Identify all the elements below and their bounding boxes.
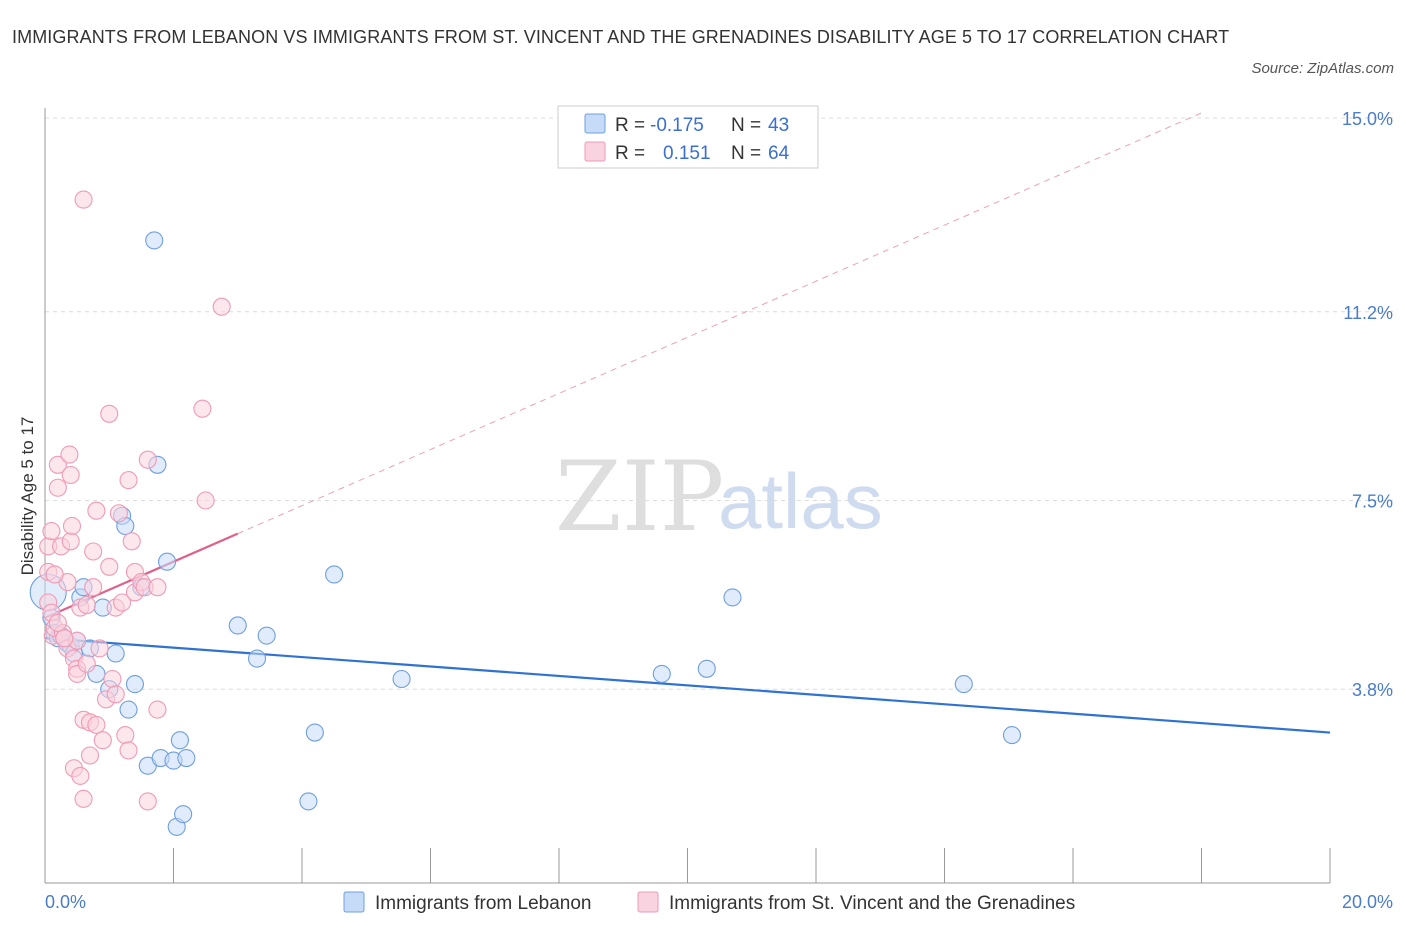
stvincent-point [196,491,215,510]
legend-n-value-lebanon: 43 [768,115,789,136]
stvincent-point [212,297,231,316]
x-tick-label-max: 20.0% [1342,892,1393,912]
stvincent-point [90,639,109,658]
stvincent-point [84,578,103,597]
lebanon-point [174,805,193,824]
y-tick-labels: 3.8% 7.5% 11.2% 15.0% [1342,109,1393,700]
legend-n-label-lebanon: N = [731,115,761,136]
watermark-atlas: atlas [718,457,883,545]
y-tick-label: 3.8% [1352,680,1393,700]
gridlines [45,117,1393,690]
stvincent-point [119,741,138,760]
lebanon-point [125,675,144,694]
stvincent-point [103,669,122,689]
watermark-zip: ZIP [555,441,724,553]
stvincent-point [60,445,79,464]
stvincent-point [116,726,135,745]
lebanon-point [145,231,164,250]
lebanon-point [392,669,411,689]
x-ticks [44,848,1331,883]
y-tick-label: 7.5% [1352,492,1393,512]
stvincent-point [122,532,141,551]
stvincent-point [193,399,212,418]
stvincent-point [42,522,61,541]
lebanon-point [228,616,247,635]
legend-r-value-stvincent: 0.151 [663,143,711,164]
legend-n-label-stvincent: N = [731,143,761,164]
stvincent-point [62,516,82,536]
legend-r-value-lebanon: -0.175 [650,115,704,136]
stvincent-point [48,478,67,497]
lebanon-point [257,626,276,645]
data-points [29,190,1022,836]
stvincent-point [138,792,157,811]
lebanon-point [106,644,125,663]
x-tick-label-min: 0.0% [45,892,86,912]
stvincent-point [106,685,125,704]
stvincent-point [48,455,67,474]
lebanon-point [299,792,318,811]
y-tick-label: 11.2% [1343,303,1393,323]
legend-n-value-stvincent: 64 [768,143,790,164]
stvincent-point [87,501,106,520]
stvincent-point [138,450,157,469]
lebanon-point [954,675,973,694]
legend-swatch-stvincent [584,141,606,162]
y-axis-title: Disability Age 5 to 17 [18,417,37,576]
chart-title: IMMIGRANTS FROM LEBANON VS IMMIGRANTS FR… [12,27,1230,47]
stvincent-point [74,190,93,209]
y-tick-label: 15.0% [1342,109,1393,129]
legend-r-label-lebanon: R = [615,115,645,136]
stvincent-point [61,532,80,551]
stvincent-point [148,578,167,597]
stvincent-point [48,613,67,632]
stvincent-point [45,565,64,584]
lebanon-point [652,664,671,683]
lebanon-point [697,659,716,678]
series-legend-label-lebanon: Immigrants from Lebanon [375,893,592,914]
stvincent-point [100,557,119,576]
lebanon-point [170,731,189,750]
lebanon-point [325,565,344,584]
stvincent-point [77,654,96,673]
lebanon-point [158,552,177,571]
stvincent-point [113,593,132,612]
stvincent-point [87,715,106,734]
series-legend-label-stvincent: Immigrants from St. Vincent and the Gren… [669,893,1075,914]
legend-r-label-stvincent: R = [615,143,645,164]
lebanon-point [177,748,196,768]
stvincent-point [119,471,138,490]
legend-swatch-lebanon [584,113,606,134]
lebanon-point [305,723,324,742]
trendlines [44,112,1331,734]
lebanon-trendline [44,637,1331,734]
stvincent-point [93,731,112,750]
stvincent-point [100,404,119,423]
watermark: ZIP atlas [555,441,883,553]
stvincent-point [109,504,128,523]
series-legend-swatch-lebanon [343,891,365,913]
correlation-legend: R = -0.175 N = 43 R = 0.151 N = 64 [557,105,819,169]
lebanon-point [723,588,742,607]
stvincent-point [84,542,103,561]
series-legend-swatch-stvincent [637,891,659,913]
stvincent-point [74,789,93,808]
stvincent-point [148,700,167,719]
stvincent-point [61,465,80,485]
stvincent-point [71,766,90,785]
source-label: Source: ZipAtlas.com [1251,60,1394,77]
lebanon-point [1002,726,1022,745]
stvincent-point [80,746,100,765]
stvincent-point [77,595,96,615]
series-legend: Immigrants from Lebanon Immigrants from … [343,891,1075,914]
stvincent-point [55,629,74,648]
lebanon-point [119,700,138,719]
lebanon-point [247,649,267,668]
